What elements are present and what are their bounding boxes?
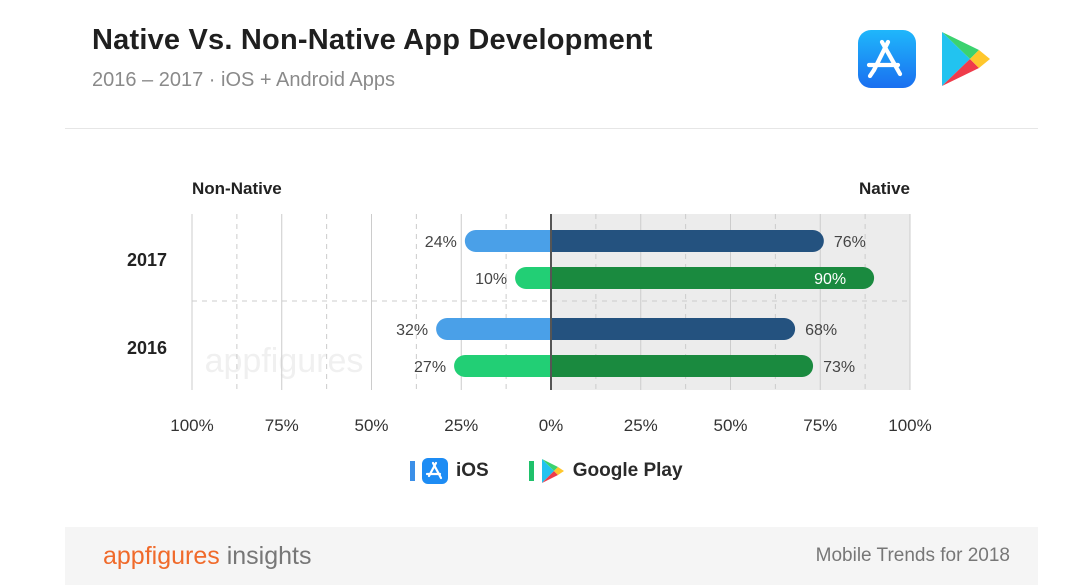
group-label-2016: 2016 [127,338,167,358]
bar-native-2017-ios [551,230,824,252]
google-play-icon [541,458,565,484]
bar-native-square-start [551,355,563,377]
axis-label-right: Native [859,179,910,198]
chart-title: Native Vs. Non-Native App Development [92,24,653,56]
bar-native-2016-google-play [551,355,814,377]
footer: appfigures insights Mobile Trends for 20… [65,527,1038,585]
bar-non-native-2016-google-play [454,355,551,377]
legend-item-ios: iOS [410,458,489,484]
google-play-icon [940,30,992,93]
label-native: 90% [814,271,846,288]
label-non-native: 10% [475,271,507,288]
x-tick-label: 100% [888,416,931,435]
legend-label-ios: iOS [456,460,489,481]
header-divider [65,128,1038,129]
footer-note: Mobile Trends for 2018 [815,545,1010,566]
label-non-native: 32% [396,322,428,339]
watermark: appfigures [205,342,364,380]
bar-non-native-square-end [539,355,551,377]
header: Native Vs. Non-Native App Development 20… [92,24,653,92]
x-tick-label: 50% [354,416,388,435]
bar-native-square-start [551,318,563,340]
brand-suffix: insights [226,542,312,570]
bar-non-native-square-end [539,230,551,252]
x-tick-label: 75% [803,416,837,435]
brand-name: appfigures [103,542,220,570]
label-native: 76% [834,234,866,251]
app-store-icon [422,458,448,484]
bar-native-2017-google-play [551,267,875,289]
chart-subtitle: 2016 – 2017 · iOS + Android Apps [92,69,395,91]
label-native: 73% [823,359,855,376]
x-tick-label: 50% [713,416,747,435]
bar-non-native-2016-ios [436,318,551,340]
bar-native-square-start [551,230,563,252]
bar-non-native-square-end [539,318,551,340]
legend-swatch-google-play [528,461,534,481]
x-tick-label: 25% [444,416,478,435]
x-tick-label: 75% [265,416,299,435]
label-non-native: 24% [425,234,457,251]
footer-brand: appfigures insights [103,542,311,571]
bar-native-2016-ios [551,318,796,340]
label-native: 68% [805,322,837,339]
chart: appfigures Non-Native Native 100% 75% 50% 25% 0… [127,179,932,435]
bar-native-square-start [551,267,563,289]
group-label-2017: 2017 [127,250,167,270]
app-store-icon [858,30,916,93]
legend-swatch-ios [410,461,415,481]
legend: iOS Google Play [410,458,723,484]
x-tick-label: 25% [624,416,658,435]
bar-non-native-square-end [539,267,551,289]
legend-label-google-play: Google Play [572,460,683,481]
bar-non-native-2017-ios [464,230,551,252]
x-tick-label: 100% [170,416,213,435]
legend-item-google-play: Google Play [528,458,683,484]
axis-label-left: Non-Native [192,179,282,198]
x-tick-label: 0% [539,416,564,435]
label-non-native: 27% [414,359,446,376]
store-icons [858,30,992,93]
